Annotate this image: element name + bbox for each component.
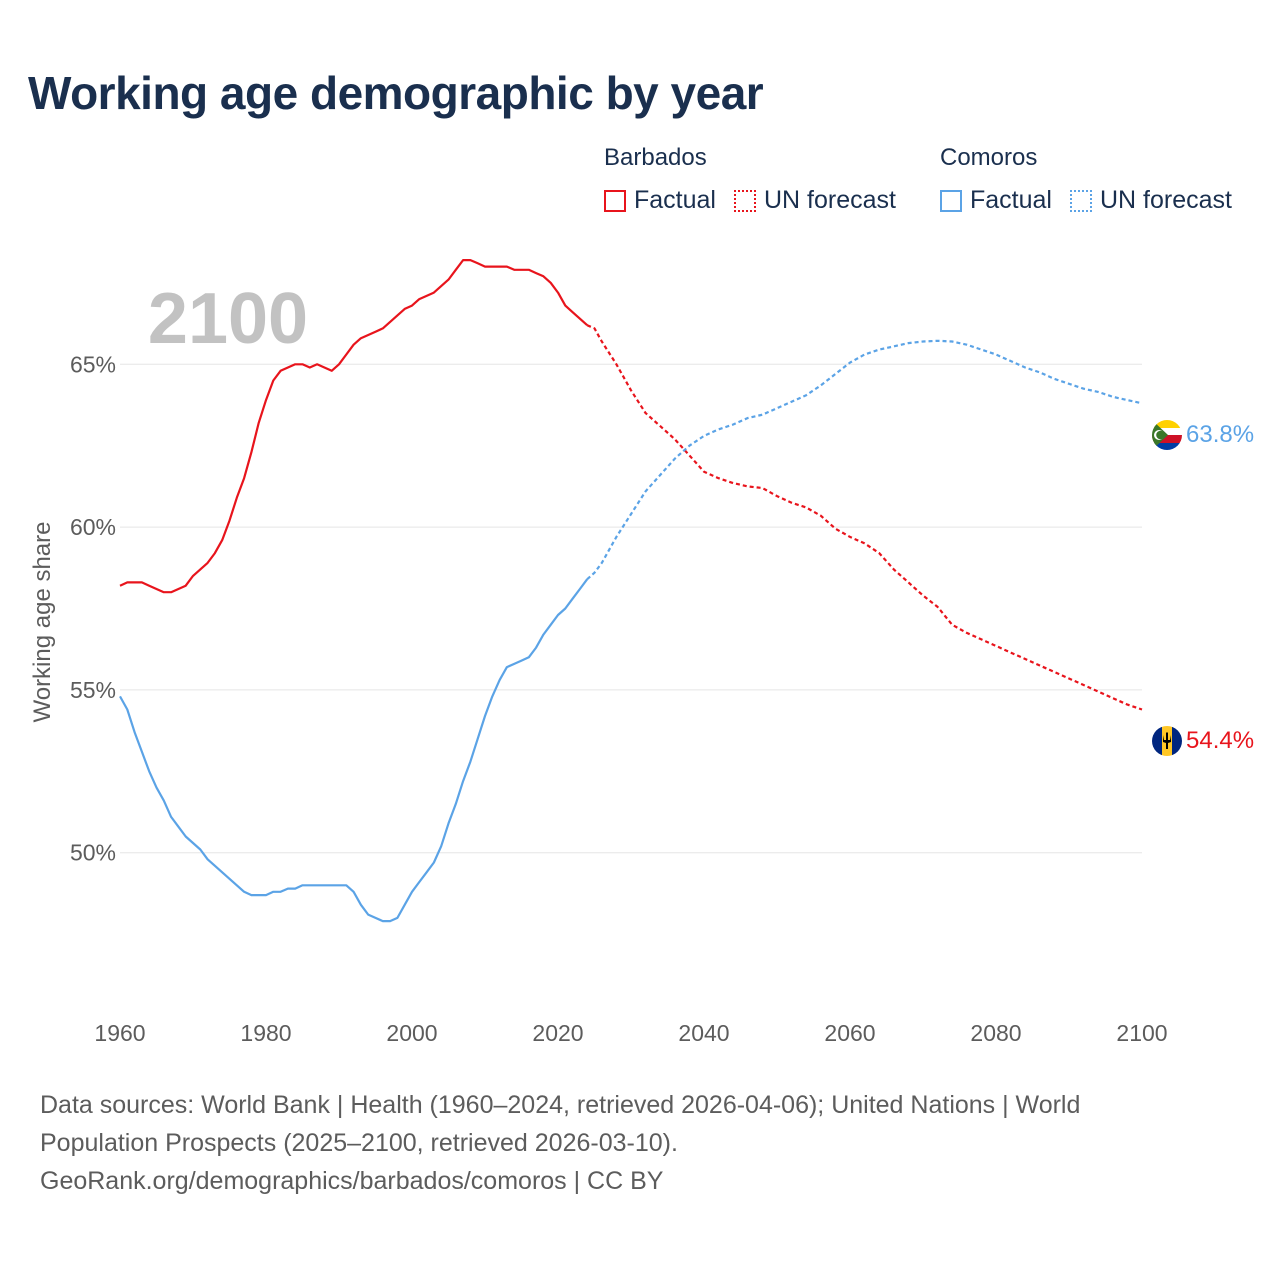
series-lines: [119, 259, 1143, 923]
data-sources: Data sources: World Bank | Health (1960–…: [40, 1086, 1220, 1200]
swatch-comoros-factual: [940, 189, 962, 212]
legend-barbados-forecast-label: UN forecast: [763, 186, 896, 214]
comoros-factual-line: [119, 578, 589, 923]
barbados-forecast-line: [586, 324, 1143, 711]
x-tick-label: 2020: [532, 1020, 583, 1046]
barbados-factual-line: [119, 259, 588, 594]
x-tick-label: 2040: [678, 1020, 729, 1046]
x-tick-label: 2080: [970, 1020, 1021, 1046]
x-tick-label: 1980: [240, 1020, 291, 1046]
legend-comoros-factual-label: Factual: [970, 186, 1052, 214]
legend-comoros: Comoros Factual UN forecast: [940, 144, 1232, 215]
sources-line-1: Data sources: World Bank | Health (1960–…: [40, 1091, 1081, 1119]
barbados-end-value: 54.4%: [1186, 727, 1254, 754]
legend-comoros-forecast-label: UN forecast: [1099, 186, 1232, 214]
swatch-barbados-factual: [604, 189, 626, 212]
chart-title: Working age demographic by year: [28, 67, 764, 119]
y-tick-label: 50%: [70, 840, 116, 866]
legend-barbados-forecast[interactable]: UN forecast: [733, 186, 896, 215]
legend-comoros-forecast[interactable]: UN forecast: [1069, 186, 1232, 215]
swatch-comoros-forecast: [1069, 189, 1092, 212]
legend-barbados-factual[interactable]: Factual: [604, 186, 716, 215]
y-axis-label: Working age share: [29, 522, 56, 723]
grid: 50% 55% 60% 65% 1960 1980 2000 2020 2040 2060 2080…: [70, 351, 1168, 1046]
line-chart: 50% 55% 60% 65% 1960 1980 2000 2020 2040 2060 2080…: [29, 259, 1254, 1046]
x-tick-label: 2060: [824, 1020, 875, 1046]
legend-barbados-factual-label: Factual: [634, 186, 716, 214]
y-tick-label: 60%: [70, 514, 116, 540]
end-markers: [1152, 420, 1182, 756]
x-tick-label: 2100: [1116, 1020, 1167, 1046]
comoros-end-value: 63.8%: [1186, 421, 1254, 448]
sources-line-2: Population Prospects (2025–2100, retriev…: [40, 1129, 678, 1157]
barbados-flag-icon: [1152, 726, 1182, 756]
swatch-barbados-forecast: [733, 189, 756, 212]
y-tick-label: 65%: [70, 351, 116, 377]
y-tick-label: 55%: [70, 677, 116, 703]
sources-line-3[interactable]: GeoRank.org/demographics/barbados/comoro…: [40, 1167, 664, 1195]
year-watermark: 2100: [148, 279, 308, 359]
legend-barbados-title: Barbados: [604, 144, 707, 171]
legend-comoros-factual[interactable]: Factual: [940, 186, 1052, 215]
comoros-flag-icon: [1152, 420, 1182, 450]
x-tick-label: 2000: [386, 1020, 437, 1046]
x-tick-label: 1960: [94, 1020, 145, 1046]
legend-barbados: Barbados Factual UN forecast: [604, 144, 896, 215]
comoros-forecast-line: [586, 339, 1143, 581]
legend-comoros-title: Comoros: [940, 144, 1038, 171]
